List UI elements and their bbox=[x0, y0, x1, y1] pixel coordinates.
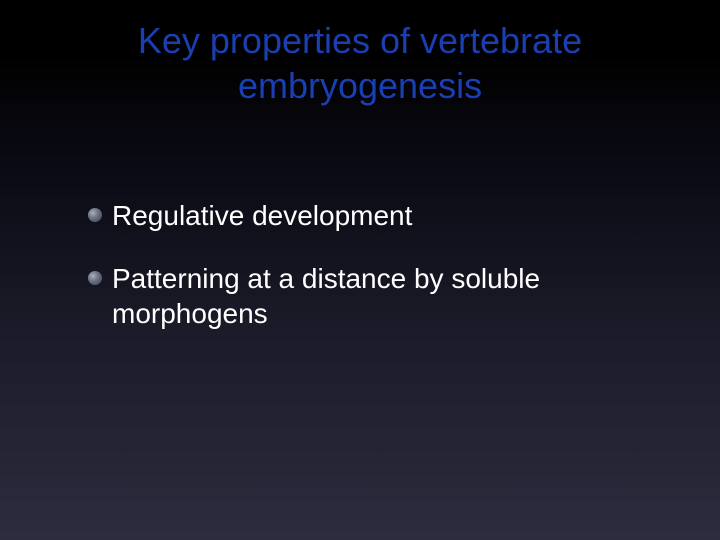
bullet-list: Regulative development Patterning at a d… bbox=[60, 198, 660, 331]
bullet-text: Patterning at a distance by soluble morp… bbox=[112, 263, 540, 329]
list-item: Regulative development bbox=[108, 198, 660, 233]
slide: Key properties of vertebrate embryogenes… bbox=[0, 0, 720, 540]
slide-title: Key properties of vertebrate embryogenes… bbox=[60, 18, 660, 108]
bullet-text: Regulative development bbox=[112, 200, 412, 231]
list-item: Patterning at a distance by soluble morp… bbox=[108, 261, 660, 331]
